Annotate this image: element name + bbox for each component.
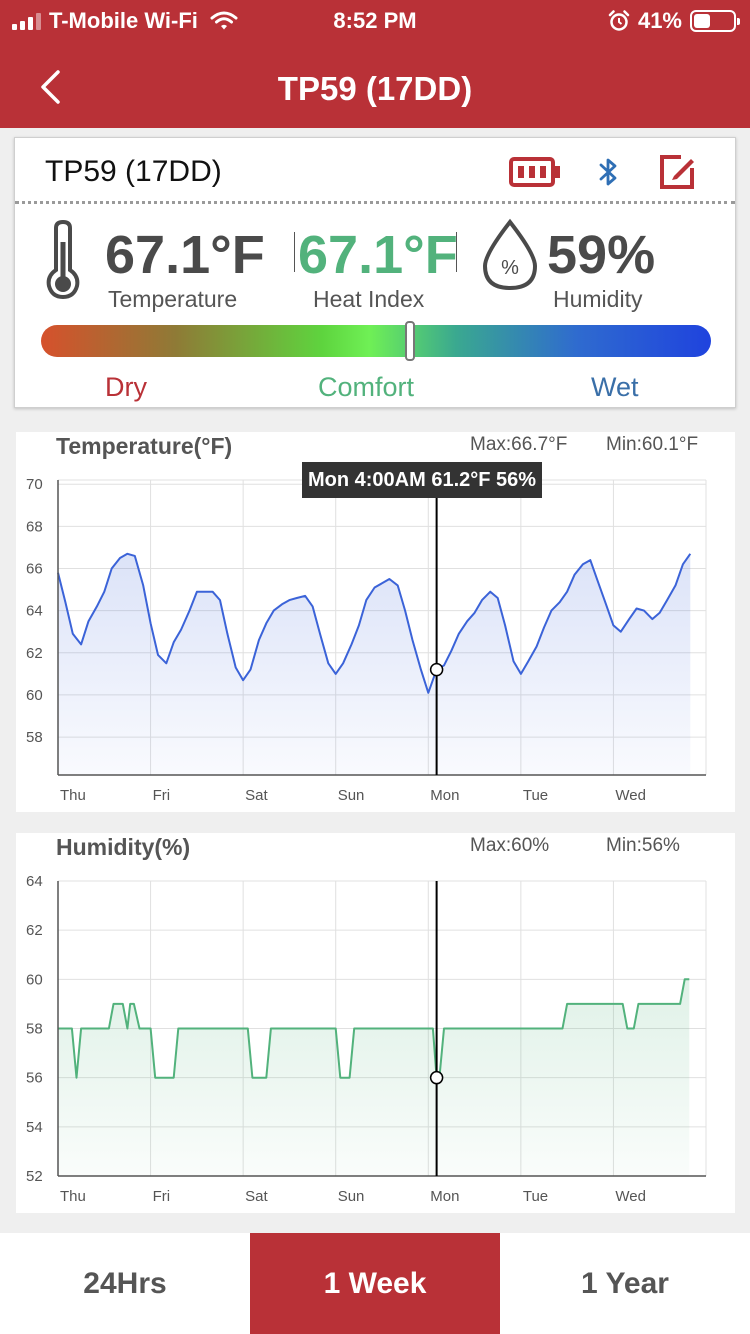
- heat-index-divider-left: [294, 232, 295, 272]
- range-tabs: 24Hrs 1 Week 1 Year: [0, 1233, 750, 1334]
- y-tick-label: 62: [26, 645, 43, 662]
- tab-1-year[interactable]: 1 Year: [581, 1266, 669, 1300]
- page-title: TP59 (17DD): [277, 70, 473, 107]
- device-card-header: TP59 (17DD): [15, 138, 735, 204]
- y-tick-label: 70: [26, 476, 43, 493]
- tab-24hrs[interactable]: 24Hrs: [83, 1266, 167, 1300]
- y-tick-label: 52: [26, 1168, 43, 1185]
- top-bar: T-Mobile Wi-Fi 8:52 PM 41% TP59 (17DD): [0, 0, 750, 128]
- humidity-label: Humidity: [553, 286, 643, 312]
- svg-text:%: %: [501, 257, 519, 279]
- humidity-chart-max: Max:60%: [470, 835, 550, 856]
- temperature-chart-min: Min:60.1°F: [606, 434, 699, 455]
- battery-full-icon: [509, 157, 560, 187]
- wifi-icon: [210, 11, 238, 30]
- series-line: [58, 978, 690, 1079]
- temperature-chart-title: Temperature(°F): [56, 433, 233, 459]
- x-tick-label: Mon: [430, 1188, 459, 1205]
- device-card: TP59 (17DD) 67.1°F Temperature: [14, 137, 736, 408]
- temperature-chart[interactable]: 58 60 62 64 66 68 70 Thu Fri Sat Sun Mon Tue Wed: [16, 432, 735, 812]
- status-right: 41%: [608, 8, 740, 34]
- y-tick-label: 66: [26, 561, 43, 578]
- x-tick-label: Fri: [153, 1188, 171, 1205]
- x-tick-label: Tue: [523, 1188, 548, 1205]
- tab-1-week[interactable]: 1 Week: [250, 1233, 500, 1334]
- nav-bar: TP59 (17DD): [0, 52, 750, 126]
- x-tick-label: Sun: [338, 1188, 365, 1205]
- battery-percent: 41%: [637, 8, 682, 33]
- back-chevron-icon[interactable]: [30, 66, 74, 110]
- x-tick-label: Sat: [245, 1188, 268, 1205]
- y-tick-label: 64: [26, 873, 43, 890]
- alarm-icon: [608, 10, 630, 31]
- humidity-chart[interactable]: 52 54 56 58 60 62 64 Thu Fri Sat Sun Mon Tue Wed: [16, 833, 735, 1213]
- y-tick-label: 54: [26, 1119, 43, 1136]
- humidity-chart-min: Min:56%: [606, 835, 680, 856]
- status-left: T-Mobile Wi-Fi: [12, 8, 238, 34]
- humidity-value: 59%: [547, 225, 656, 285]
- x-tick-label: Thu: [60, 1188, 86, 1205]
- carrier-label: T-Mobile Wi-Fi: [49, 8, 198, 33]
- status-time: 8:52 PM: [333, 8, 417, 33]
- heat-index-divider-right: [456, 232, 457, 272]
- readings-row: 67.1°F Temperature 67.1°F Heat Index % 5…: [15, 218, 737, 320]
- temperature-chart-max: Max:66.7°F: [470, 434, 568, 455]
- chart-tooltip: Mon 4:00AM 61.2°F 56%: [302, 462, 543, 498]
- x-tick-label: Sun: [338, 787, 365, 804]
- y-tick-label: 68: [26, 518, 43, 535]
- cursor-point: [429, 662, 444, 677]
- thermometer-icon: [46, 220, 80, 300]
- status-bar: T-Mobile Wi-Fi 8:52 PM 41%: [0, 0, 750, 42]
- heat-index-label: Heat Index: [313, 286, 425, 312]
- zone-label-dry: Dry: [105, 372, 147, 402]
- x-tick-label: Thu: [60, 787, 86, 804]
- temperature-label: Temperature: [108, 286, 238, 312]
- x-tick-label: Mon: [430, 787, 459, 804]
- device-actions: [509, 152, 697, 192]
- bluetooth-icon[interactable]: [597, 157, 621, 187]
- x-tick-label: Wed: [615, 1188, 646, 1205]
- humidity-drop-icon: %: [482, 218, 538, 291]
- x-tick-label: Sat: [245, 787, 268, 804]
- battery-icon: [690, 10, 740, 32]
- edit-icon[interactable]: [657, 152, 697, 192]
- zone-label-wet: Wet: [591, 372, 639, 402]
- humidity-chart-title: Humidity(%): [56, 834, 191, 860]
- device-name: TP59 (17DD): [45, 155, 222, 188]
- temperature-value: 67.1°F: [105, 225, 265, 285]
- zone-label-comfort: Comfort: [318, 372, 415, 402]
- comfort-gradient-bar: [41, 325, 711, 357]
- series-line: [57, 552, 692, 694]
- temperature-chart-panel[interactable]: 58 60 62 64 66 68 70 Thu Fri Sat Sun Mon Tue Wed Temp…: [16, 432, 735, 812]
- comfort-indicator: [404, 321, 415, 361]
- y-tick-label: 58: [26, 1021, 43, 1038]
- y-tick-label: 64: [26, 603, 43, 620]
- y-tick-label: 62: [26, 922, 43, 939]
- y-tick-label: 56: [26, 1070, 43, 1087]
- x-tick-label: Wed: [615, 787, 646, 804]
- x-tick-label: Tue: [523, 787, 548, 804]
- heat-index-value: 67.1°F: [298, 225, 458, 285]
- cursor-point: [429, 1070, 444, 1085]
- x-tick-label: Fri: [153, 787, 171, 804]
- series-area: [58, 979, 690, 1176]
- humidity-chart-panel[interactable]: 52 54 56 58 60 62 64 Thu Fri Sat Sun Mon Tue Wed Humi…: [16, 833, 735, 1213]
- y-tick-label: 60: [26, 971, 43, 988]
- y-tick-label: 58: [26, 729, 43, 746]
- cell-signal-icon: [12, 12, 41, 30]
- y-tick-label: 60: [26, 687, 43, 704]
- series-area: [58, 553, 691, 775]
